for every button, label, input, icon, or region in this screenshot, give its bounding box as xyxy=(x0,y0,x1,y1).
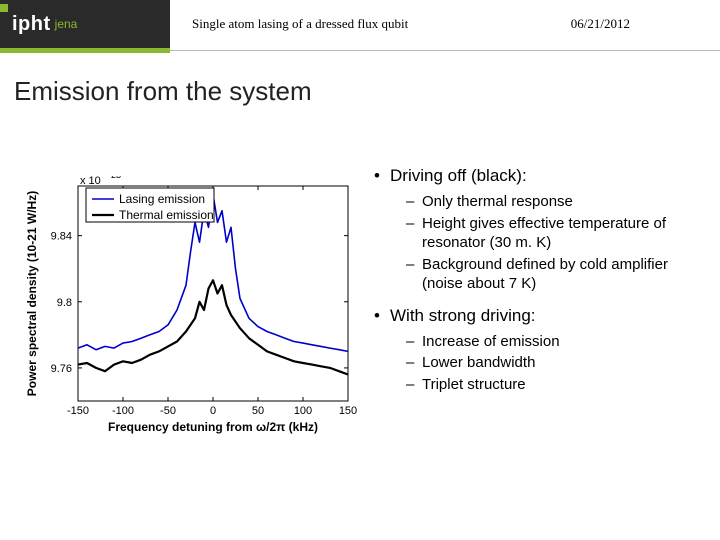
header-date: 06/21/2012 xyxy=(571,16,630,32)
accent-strip xyxy=(0,48,170,53)
content: Driving off (black): Only thermal respon… xyxy=(370,166,700,396)
bullet-strong-driving: With strong driving: xyxy=(370,306,700,326)
svg-text:Power spectral density (10-21: Power spectral density (10-21 W/Hz) xyxy=(25,191,39,396)
sub-item: Increase of emission xyxy=(370,332,700,352)
svg-text:150: 150 xyxy=(339,405,357,417)
sub-item: Lower bandwidth xyxy=(370,353,700,373)
svg-text:0: 0 xyxy=(210,405,216,417)
logo-sub-text: jena xyxy=(55,17,78,31)
svg-text:-23: -23 xyxy=(108,176,121,180)
svg-text:x 10: x 10 xyxy=(80,176,101,187)
svg-text:9.76: 9.76 xyxy=(51,363,72,375)
sub-item: Only thermal response xyxy=(370,192,700,212)
svg-text:Thermal emission: Thermal emission xyxy=(119,208,214,222)
bullet-driving-off: Driving off (black): xyxy=(370,166,700,186)
svg-text:Frequency detuning from ω/2π (: Frequency detuning from ω/2π (kHz) xyxy=(108,420,318,434)
logo-main-text: ipht xyxy=(12,13,51,36)
svg-text:9.8: 9.8 xyxy=(57,297,72,309)
header-title: Single atom lasing of a dressed flux qub… xyxy=(192,16,408,32)
svg-text:50: 50 xyxy=(252,405,264,417)
svg-text:-100: -100 xyxy=(112,405,134,417)
header: ipht jena Single atom lasing of a dresse… xyxy=(0,0,720,48)
chart-svg: -150 -100 -50 0 50 100 150 9.76 9.8 9.84 x 10 -23 Fr… xyxy=(18,176,358,436)
slide-title: Emission from the system xyxy=(14,76,312,107)
sub-item: Triplet structure xyxy=(370,375,700,395)
sub-item: Height gives effective temperature of re… xyxy=(370,214,700,253)
emission-chart: -150 -100 -50 0 50 100 150 9.76 9.8 9.84 x 10 -23 Fr… xyxy=(18,176,358,436)
svg-text:9.84: 9.84 xyxy=(51,231,72,243)
svg-text:-50: -50 xyxy=(160,405,176,417)
svg-text:100: 100 xyxy=(294,405,312,417)
logo-accent xyxy=(0,4,8,12)
sub-item: Background defined by cold amplifier (no… xyxy=(370,255,700,294)
svg-text:-150: -150 xyxy=(67,405,89,417)
svg-text:Lasing emission: Lasing emission xyxy=(119,192,205,206)
logo: ipht jena xyxy=(0,0,170,48)
header-rule xyxy=(170,50,720,51)
